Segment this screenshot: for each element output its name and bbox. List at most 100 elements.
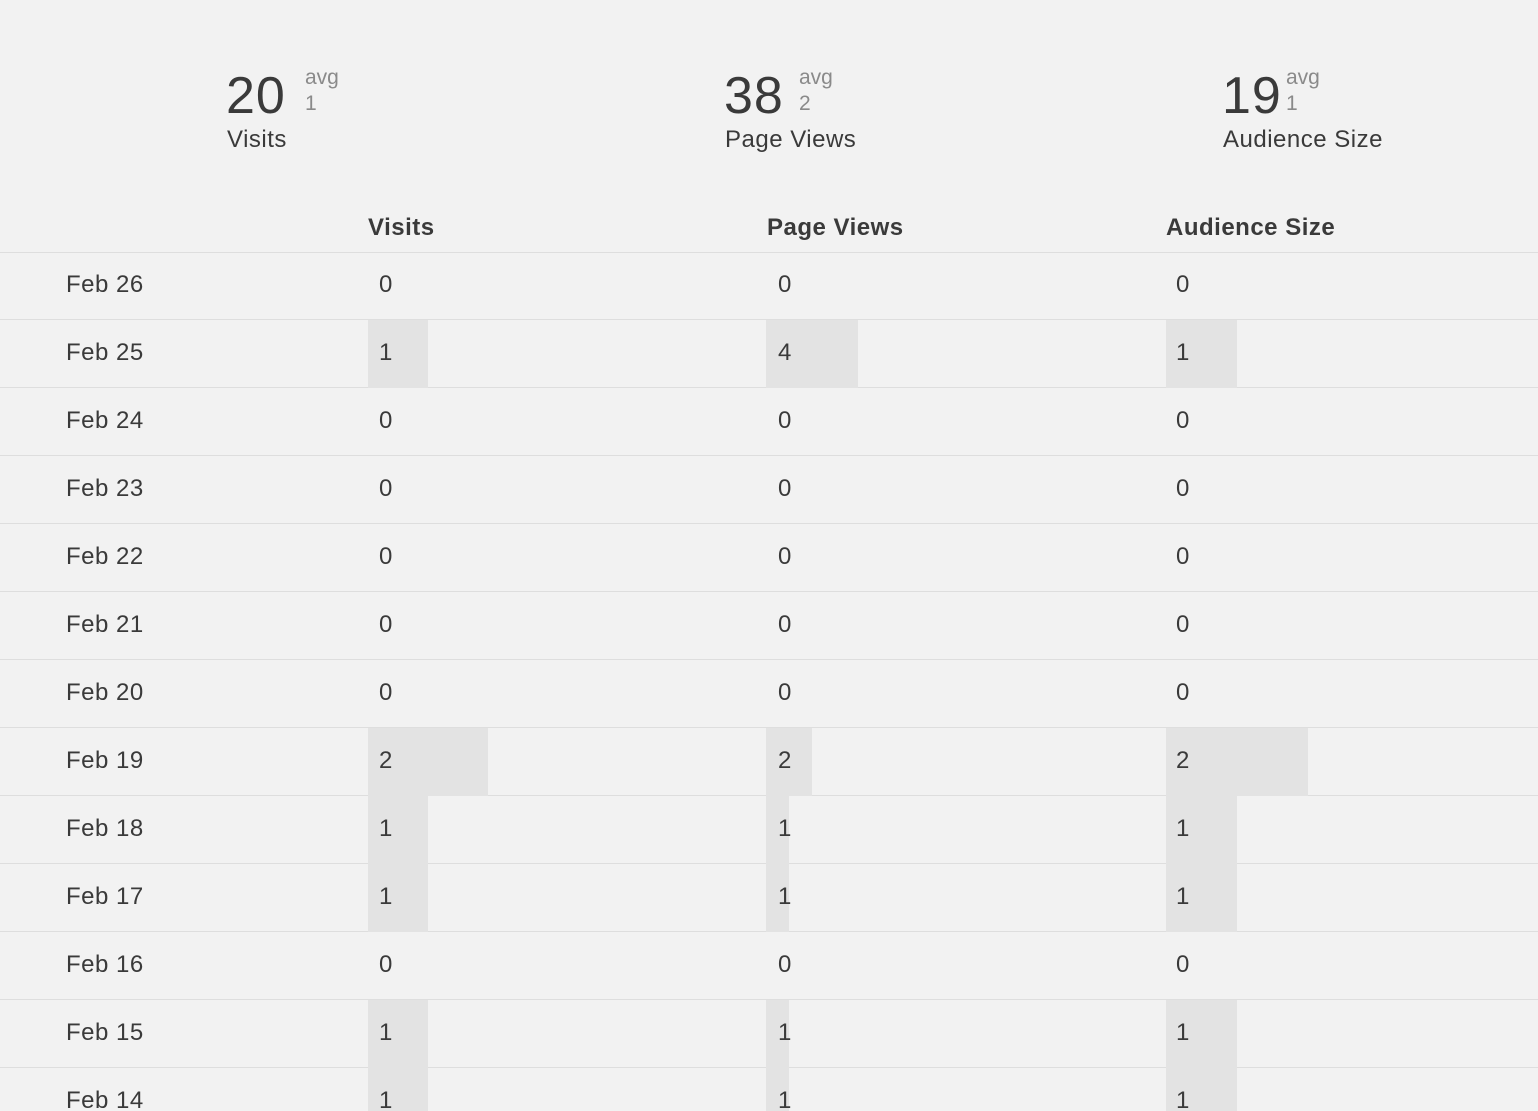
audience-size-bar bbox=[1166, 320, 1237, 388]
audience-size-value: 0 bbox=[1176, 543, 1190, 570]
audience-size-value: 2 bbox=[1176, 747, 1190, 774]
audience-size-value: 0 bbox=[1176, 407, 1190, 434]
visits-value: 0 bbox=[379, 407, 393, 434]
page-views-value: 0 bbox=[778, 951, 792, 978]
row-date: Feb 20 bbox=[66, 679, 144, 706]
page-views-value: 1 bbox=[778, 815, 792, 842]
page-views-value: 1 bbox=[778, 883, 792, 910]
table-row: Feb 16 0 0 0 bbox=[0, 932, 1538, 1000]
page-views-value: 0 bbox=[778, 543, 792, 570]
summary-page-views-avg-value: 2 bbox=[799, 92, 811, 115]
summary-page-views-label: Page Views bbox=[725, 126, 857, 153]
summary-audience-size-avg-value: 1 bbox=[1286, 92, 1298, 115]
page-views-value: 1 bbox=[778, 1019, 792, 1046]
table-row: Feb 17 1 1 1 bbox=[0, 864, 1538, 932]
audience-size-bar bbox=[1166, 864, 1237, 932]
page-views-bar bbox=[766, 796, 789, 864]
table-row: Feb 24 0 0 0 bbox=[0, 388, 1538, 456]
audience-size-value: 1 bbox=[1176, 815, 1190, 842]
page-views-value: 2 bbox=[778, 747, 792, 774]
page-views-value: 0 bbox=[778, 271, 792, 298]
visits-value: 0 bbox=[379, 271, 393, 298]
row-date: Feb 26 bbox=[66, 271, 144, 298]
row-date: Feb 19 bbox=[66, 747, 144, 774]
page-views-value: 0 bbox=[778, 679, 792, 706]
table-row: Feb 20 0 0 0 bbox=[0, 660, 1538, 728]
table-header: Visits Page Views Audience Size bbox=[0, 208, 1538, 253]
audience-size-bar bbox=[1166, 796, 1237, 864]
column-header-page-views[interactable]: Page Views bbox=[767, 214, 904, 241]
row-date: Feb 21 bbox=[66, 611, 144, 638]
table-row: Feb 21 0 0 0 bbox=[0, 592, 1538, 660]
row-date: Feb 24 bbox=[66, 407, 144, 434]
summary-visits-avg-label: avg bbox=[305, 66, 339, 89]
audience-size-bar bbox=[1166, 1068, 1237, 1111]
page-views-value: 4 bbox=[778, 339, 792, 366]
summary-audience-size-total: 19 bbox=[1222, 67, 1282, 125]
row-date: Feb 25 bbox=[66, 339, 144, 366]
page-views-bar bbox=[766, 864, 789, 932]
visits-value: 1 bbox=[379, 883, 393, 910]
column-header-audience-size[interactable]: Audience Size bbox=[1166, 214, 1336, 241]
row-date: Feb 22 bbox=[66, 543, 144, 570]
table-row: Feb 22 0 0 0 bbox=[0, 524, 1538, 592]
visits-value: 1 bbox=[379, 815, 393, 842]
page-views-value: 0 bbox=[778, 475, 792, 502]
audience-size-value: 0 bbox=[1176, 475, 1190, 502]
visits-bar bbox=[368, 728, 488, 796]
table-body: Feb 26 0 0 0 Feb 25 1 4 1 Feb 24 0 0 0 Feb 23 0 0 0 Feb … bbox=[0, 252, 1538, 1111]
visits-bar bbox=[368, 796, 428, 864]
visits-value: 1 bbox=[379, 339, 393, 366]
audience-size-value: 0 bbox=[1176, 679, 1190, 706]
page-views-bar bbox=[766, 1000, 789, 1068]
audience-size-bar bbox=[1166, 1000, 1237, 1068]
audience-size-value: 0 bbox=[1176, 271, 1190, 298]
table-row: Feb 19 2 2 2 bbox=[0, 728, 1538, 796]
table-row: Feb 18 1 1 1 bbox=[0, 796, 1538, 864]
visits-bar bbox=[368, 864, 428, 932]
summary-page-views-total: 38 bbox=[724, 67, 784, 125]
table-row: Feb 14 1 1 1 bbox=[0, 1068, 1538, 1111]
page-views-bar bbox=[766, 728, 812, 796]
audience-size-value: 1 bbox=[1176, 1087, 1190, 1111]
summary-audience-size-avg-label: avg bbox=[1286, 66, 1320, 89]
audience-size-value: 1 bbox=[1176, 1019, 1190, 1046]
row-date: Feb 14 bbox=[66, 1087, 144, 1111]
visits-value: 0 bbox=[379, 475, 393, 502]
visits-value: 2 bbox=[379, 747, 393, 774]
visits-value: 0 bbox=[379, 679, 393, 706]
visits-value: 1 bbox=[379, 1087, 393, 1111]
column-header-visits[interactable]: Visits bbox=[368, 214, 435, 241]
row-date: Feb 18 bbox=[66, 815, 144, 842]
audience-size-bar bbox=[1166, 728, 1308, 796]
audience-size-value: 1 bbox=[1176, 883, 1190, 910]
page-views-bar bbox=[766, 1068, 789, 1111]
page-views-value: 0 bbox=[778, 611, 792, 638]
visits-value: 1 bbox=[379, 1019, 393, 1046]
visits-value: 0 bbox=[379, 951, 393, 978]
row-date: Feb 17 bbox=[66, 883, 144, 910]
audience-size-value: 0 bbox=[1176, 951, 1190, 978]
summary-audience-size-label: Audience Size bbox=[1223, 126, 1383, 153]
visits-value: 0 bbox=[379, 543, 393, 570]
table-row: Feb 25 1 4 1 bbox=[0, 320, 1538, 388]
table-row: Feb 15 1 1 1 bbox=[0, 1000, 1538, 1068]
summary-visits-total: 20 bbox=[226, 67, 286, 125]
table-row: Feb 23 0 0 0 bbox=[0, 456, 1538, 524]
row-date: Feb 15 bbox=[66, 1019, 144, 1046]
audience-size-value: 0 bbox=[1176, 611, 1190, 638]
audience-size-value: 1 bbox=[1176, 339, 1190, 366]
summary-page-views-avg-label: avg bbox=[799, 66, 833, 89]
page-views-value: 1 bbox=[778, 1087, 792, 1111]
page-views-bar bbox=[766, 320, 858, 388]
visits-bar bbox=[368, 320, 428, 388]
page-views-value: 0 bbox=[778, 407, 792, 434]
visits-bar bbox=[368, 1000, 428, 1068]
visits-bar bbox=[368, 1068, 428, 1111]
table-row: Feb 26 0 0 0 bbox=[0, 252, 1538, 320]
visits-value: 0 bbox=[379, 611, 393, 638]
row-date: Feb 16 bbox=[66, 951, 144, 978]
summary-visits-avg-value: 1 bbox=[305, 92, 317, 115]
summary-visits-label: Visits bbox=[227, 126, 287, 153]
